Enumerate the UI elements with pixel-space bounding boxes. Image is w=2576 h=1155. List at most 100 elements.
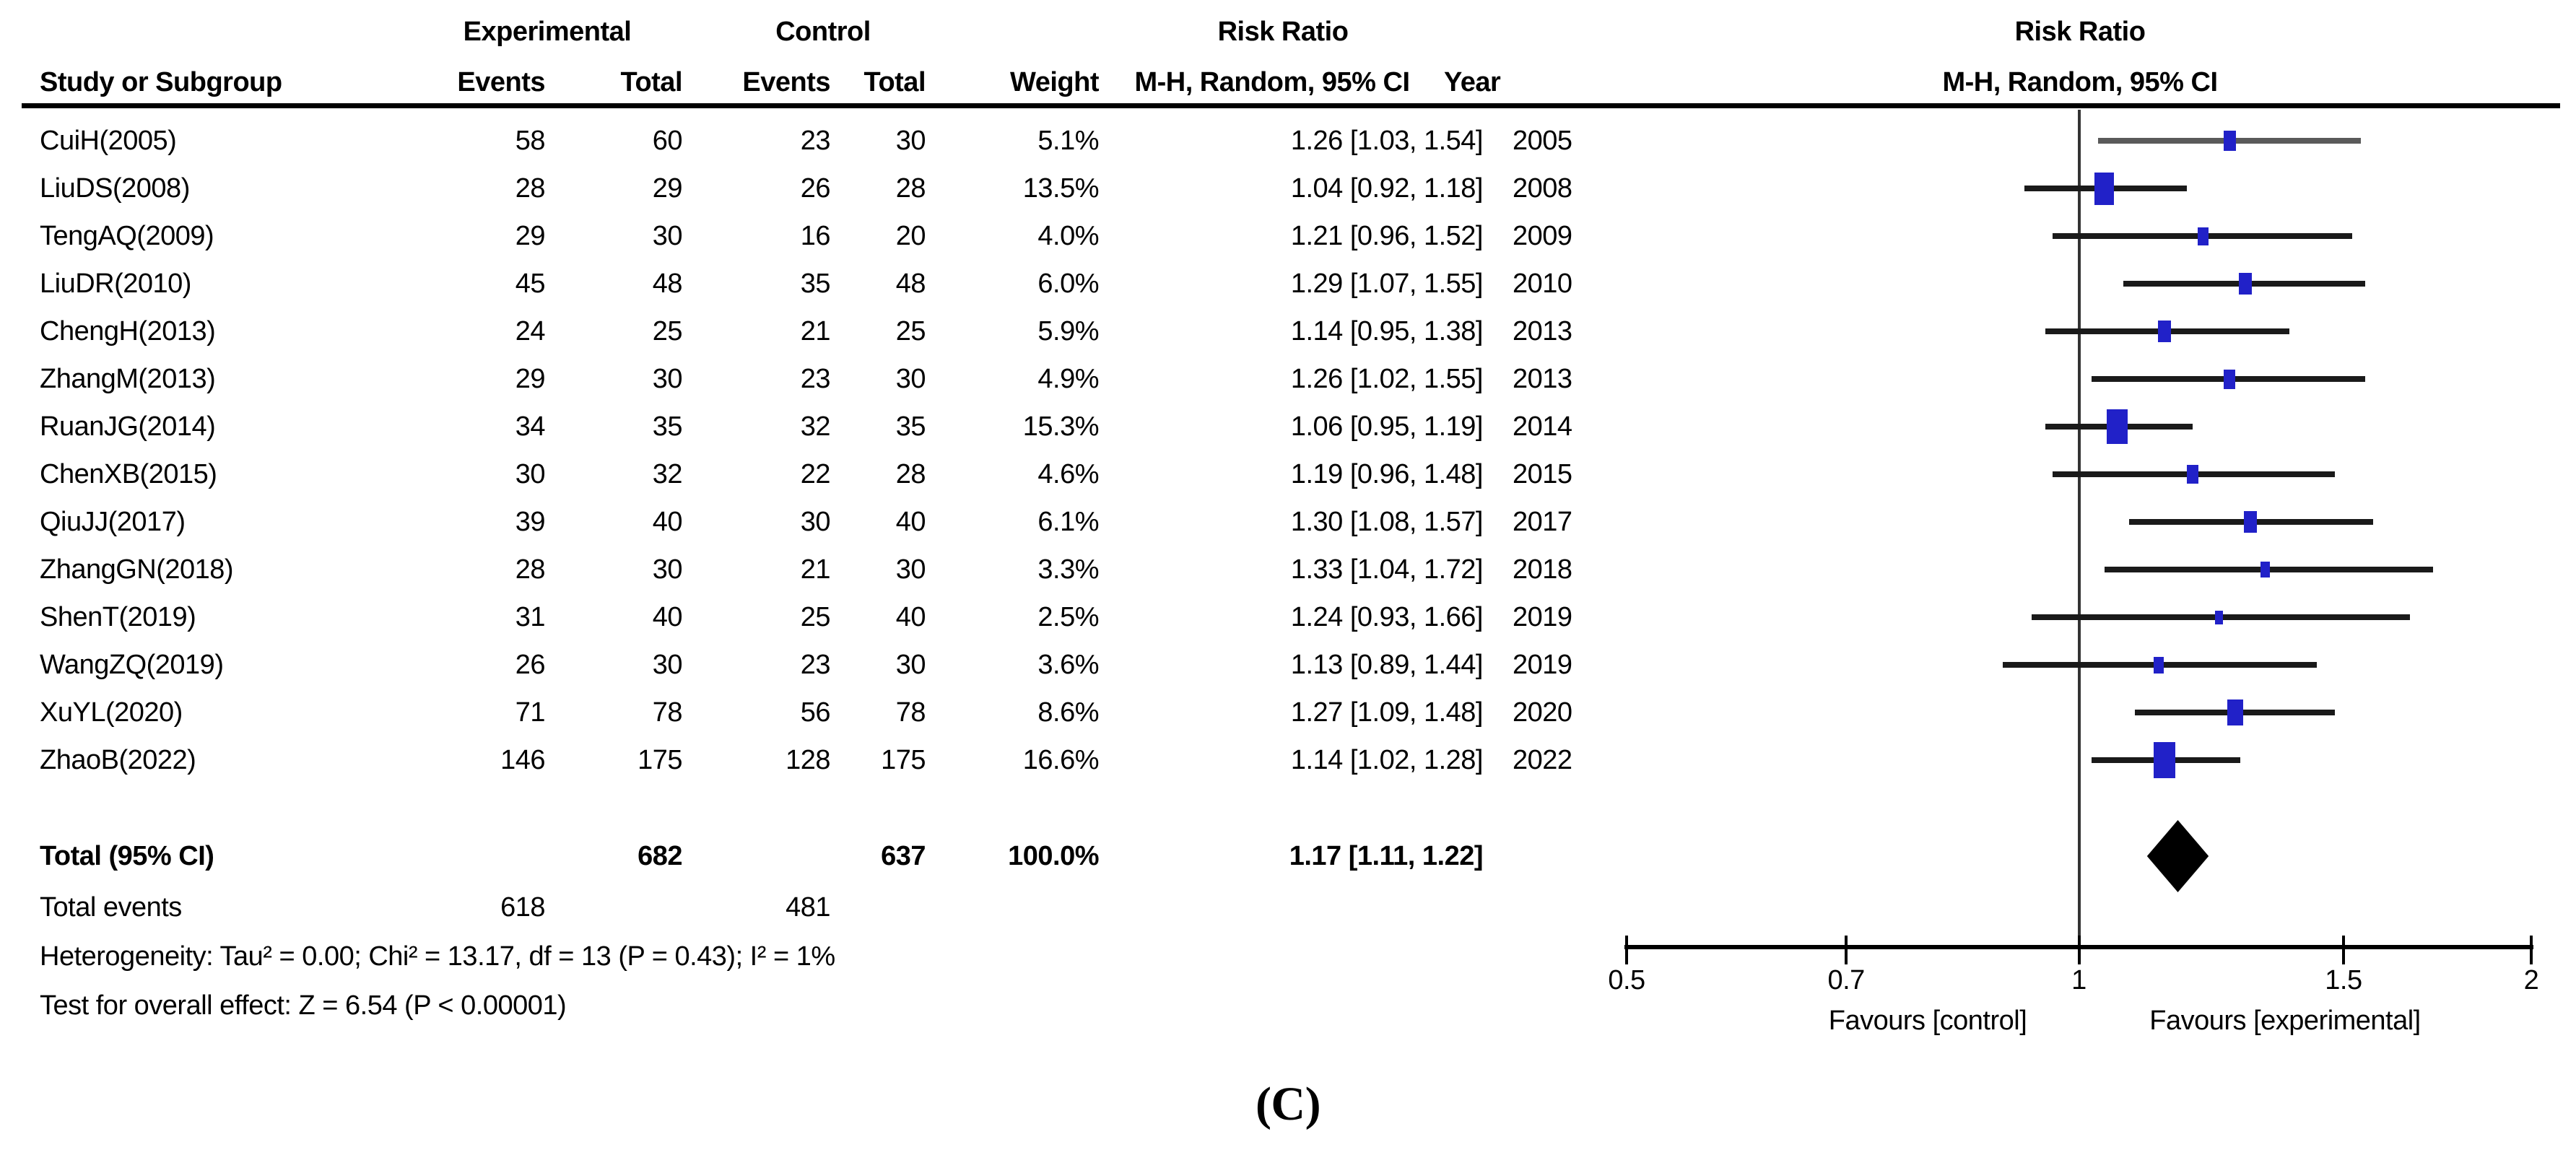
study-rr-ci: 1.13 [0.89, 1.44] (1290, 650, 1484, 680)
total-weight: 100.0% (1008, 841, 1099, 871)
axis-tick-label: 1.5 (2325, 965, 2362, 995)
study-rr-ci: 1.24 [0.93, 1.66] (1290, 602, 1484, 632)
ctrl-total: 30 (895, 126, 926, 156)
column-exp-total: Total (620, 67, 683, 97)
total-events-row: Total events 618 481 (0, 889, 1632, 926)
ctrl-total: 40 (895, 507, 926, 537)
ctrl-total: 28 (895, 173, 926, 204)
axis-tick (2341, 936, 2345, 964)
axis-tick (1625, 936, 1628, 964)
column-ctrl-total: Total (863, 67, 926, 97)
ctrl-total: 78 (895, 697, 926, 728)
exp-events: 28 (515, 554, 546, 585)
exp-total: 29 (652, 173, 683, 204)
ctrl-events: 21 (800, 316, 831, 346)
study-row: ChengH(2013) 24 25 21 25 5.9% 1.14 [0.95… (0, 313, 1632, 350)
study-weight: 4.9% (1037, 364, 1099, 394)
ctrl-total: 175 (881, 745, 926, 775)
ctrl-total: 48 (895, 269, 926, 299)
no-effect-line (2077, 110, 2081, 947)
summary-diamond (2146, 820, 2209, 892)
ctrl-total: 30 (895, 364, 926, 394)
ctrl-events: 128 (786, 745, 830, 775)
exp-events: 28 (515, 173, 546, 204)
ctrl-events: 30 (800, 507, 831, 537)
study-weight: 16.6% (1022, 745, 1100, 775)
column-study-or-subgroup: Study or Subgroup (40, 67, 282, 97)
total-ctrl-total: 637 (881, 841, 926, 871)
effect-marker (2106, 409, 2128, 444)
study-year: 2019 (1513, 602, 1572, 632)
heterogeneity-note: Heterogeneity: Tau² = 0.00; Chi² = 13.17… (40, 941, 835, 972)
axis-tick (2077, 936, 2081, 964)
study-name: ShenT(2019) (40, 602, 196, 632)
ctrl-total: 35 (895, 411, 926, 442)
exp-events: 71 (515, 697, 546, 728)
study-year: 2008 (1513, 173, 1572, 204)
favours-experimental-label: Favours [experimental] (2149, 1006, 2421, 1036)
exp-events: 29 (515, 364, 546, 394)
effect-marker (2224, 369, 2236, 389)
study-row: CuiH(2005) 58 60 23 30 5.1% 1.26 [1.03, … (0, 122, 1632, 160)
study-weight: 3.6% (1037, 650, 1099, 680)
study-row: ShenT(2019) 31 40 25 40 2.5% 1.24 [0.93,… (0, 598, 1632, 636)
study-year: 2018 (1513, 554, 1572, 585)
ctrl-events: 56 (800, 697, 831, 728)
exp-total: 25 (652, 316, 683, 346)
effect-marker (2094, 172, 2115, 205)
study-row: LiuDR(2010) 45 48 35 48 6.0% 1.29 [1.07,… (0, 265, 1632, 302)
study-rr-ci: 1.04 [0.92, 1.18] (1290, 173, 1484, 204)
ctrl-events: 23 (800, 126, 831, 156)
exp-total: 78 (652, 697, 683, 728)
exp-total: 40 (652, 507, 683, 537)
study-weight: 4.6% (1037, 459, 1099, 489)
study-rr-ci: 1.33 [1.04, 1.72] (1290, 554, 1484, 585)
exp-total: 30 (652, 650, 683, 680)
study-row: ZhaoB(2022) 146 175 128 175 16.6% 1.14 [… (0, 741, 1632, 779)
effect-marker (2223, 131, 2236, 151)
ctrl-total: 30 (895, 650, 926, 680)
study-row: TengAQ(2009) 29 30 16 20 4.0% 1.21 [0.96… (0, 217, 1632, 255)
study-year: 2020 (1513, 697, 1572, 728)
exp-total: 40 (652, 602, 683, 632)
study-name: ChenXB(2015) (40, 459, 217, 489)
total-row: Total (95% CI) 682 637 100.0% 1.17 [1.11… (0, 837, 1632, 875)
exp-events: 39 (515, 507, 546, 537)
study-rr-ci: 1.21 [0.96, 1.52] (1290, 221, 1484, 251)
column-ctrl-events: Events (742, 67, 830, 97)
total-events-experimental: 618 (500, 892, 545, 923)
study-row: RuanJG(2014) 34 35 32 35 15.3% 1.06 [0.9… (0, 408, 1632, 445)
study-year: 2017 (1513, 507, 1572, 537)
study-rr-ci: 1.26 [1.02, 1.55] (1290, 364, 1484, 394)
effect-marker (2186, 465, 2198, 484)
study-name: ChengH(2013) (40, 316, 216, 346)
study-rr-ci: 1.06 [0.95, 1.19] (1290, 411, 1484, 442)
study-row: XuYL(2020) 71 78 56 78 8.6% 1.27 [1.09, … (0, 694, 1632, 731)
ctrl-events: 16 (800, 221, 831, 251)
study-rr-ci: 1.29 [1.07, 1.55] (1290, 269, 1484, 299)
effect-marker (2157, 321, 2171, 342)
exp-events: 24 (515, 316, 546, 346)
study-weight: 8.6% (1037, 697, 1099, 728)
total-label: Total (95% CI) (40, 841, 214, 871)
study-year: 2019 (1513, 650, 1572, 680)
study-rr-ci: 1.14 [0.95, 1.38] (1290, 316, 1484, 346)
figure-caption: (C) (1255, 1078, 1321, 1130)
exp-events: 34 (515, 411, 546, 442)
ctrl-total: 30 (895, 554, 926, 585)
study-year: 2013 (1513, 364, 1572, 394)
study-weight: 6.0% (1037, 269, 1099, 299)
overall-effect-note: Test for overall effect: Z = 6.54 (P < 0… (40, 990, 567, 1021)
ctrl-events: 25 (800, 602, 831, 632)
exp-events: 146 (500, 745, 545, 775)
exp-total: 60 (652, 126, 683, 156)
column-exp-events: Events (457, 67, 545, 97)
study-name: WangZQ(2019) (40, 650, 224, 680)
exp-total: 175 (638, 745, 682, 775)
column-group-experimental: Experimental (463, 17, 632, 47)
effect-marker (2243, 511, 2257, 533)
exp-events: 29 (515, 221, 546, 251)
ctrl-total: 20 (895, 221, 926, 251)
exp-events: 45 (515, 269, 546, 299)
exp-events: 31 (515, 602, 546, 632)
